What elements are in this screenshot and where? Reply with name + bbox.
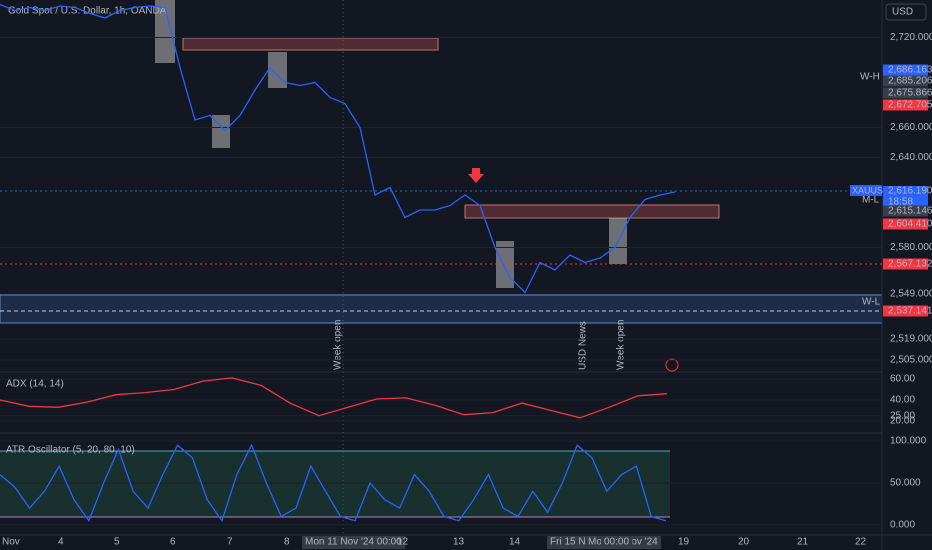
- x-tick-label: 19: [678, 537, 690, 548]
- price-tag: [883, 186, 928, 208]
- y-tick-label: 0.000: [890, 520, 915, 531]
- price-tag-label: 2,685.206: [888, 76, 932, 87]
- y-tick-label: 100.000: [890, 436, 927, 447]
- symbol: XAUUSD: [852, 185, 890, 195]
- y-tick-label: 60.00: [890, 374, 915, 385]
- currency-button[interactable]: [885, 3, 927, 21]
- symbol-tag: [850, 185, 882, 196]
- price-tag: [883, 218, 928, 230]
- price-tag-label: 2,672.705: [888, 100, 932, 111]
- price-tag: [883, 64, 928, 76]
- x-tick-label: Mon 11 Nov '24 00:00: [305, 537, 402, 548]
- x-tick-label: 12: [397, 537, 409, 548]
- y-tick-label: 50.000: [890, 478, 921, 489]
- level-label: W-H: [860, 72, 880, 83]
- y-tick-label: 2,505.000: [890, 355, 932, 366]
- annotation: Week open: [616, 320, 627, 370]
- alert-icon: [665, 358, 679, 372]
- pane-title: ATR Oscillator (5, 20, 80, 10): [6, 445, 135, 456]
- x-tick-label: 21: [797, 537, 809, 548]
- y-tick-label: 2,519.000: [890, 334, 932, 345]
- pane-title: ADX (14, 14): [6, 379, 64, 390]
- series-line: [0, 377, 668, 419]
- atr-band: [0, 451, 670, 517]
- zone: [182, 37, 439, 51]
- level-label: W-L: [862, 297, 881, 308]
- countdown: 18:58: [888, 197, 913, 208]
- x-tick-label: 8: [284, 537, 290, 548]
- price-tag-label: 2,616.190: [888, 186, 932, 197]
- y-tick-label: 2,720.000: [890, 32, 932, 43]
- level-label: M-L: [862, 195, 880, 206]
- price-tag-label: 2,615.146: [888, 206, 932, 217]
- series-line: [0, 3, 676, 294]
- box: [155, 0, 175, 63]
- price-tag: [883, 205, 928, 217]
- x-tick-label: 22: [855, 537, 867, 548]
- y-tick-label: 2,549.000: [890, 289, 932, 300]
- price-tag: [883, 75, 928, 87]
- annotation: USD News: [578, 321, 589, 370]
- price-tag-label: 2,675.866: [888, 88, 932, 99]
- x-tick-label: 13: [453, 537, 465, 548]
- y-tick-label: 2,580.000: [890, 242, 932, 253]
- y-tick-label: 2,640.000: [890, 152, 932, 163]
- y-tick-label: 25.00: [890, 410, 915, 421]
- box: [212, 115, 230, 148]
- price-tag: [883, 87, 928, 99]
- price-tag-label: 2,567.132: [888, 259, 932, 270]
- w-l-zone: [0, 294, 883, 324]
- x-highlight: [601, 536, 633, 549]
- x-tick-label: 6: [170, 537, 176, 548]
- y-tick-label: 20.00: [890, 416, 915, 427]
- y-tick-label: 40.00: [890, 395, 915, 406]
- box: [268, 52, 287, 88]
- x-tick-label: 00:00: [604, 537, 629, 548]
- annotation: Week open: [333, 320, 344, 370]
- x-tick-label: Nov: [2, 537, 20, 548]
- price-tag: [883, 305, 928, 317]
- chart-title: Gold Spot / U.S. Dollar, 1h, OANDA: [8, 6, 167, 17]
- x-tick-label: 14: [509, 537, 521, 548]
- price-tag-label: 2,686.163: [888, 65, 932, 76]
- x-tick-label: 4: [58, 537, 64, 548]
- x-tick-label: 5: [114, 537, 120, 548]
- series-line: [0, 443, 667, 523]
- price-tag-label: 2,604.410: [888, 219, 932, 230]
- zone: [464, 204, 720, 219]
- x-tick-label: Fri 15 Nov: [550, 537, 596, 548]
- price-tag: [883, 258, 928, 270]
- currency[interactable]: USD: [892, 7, 913, 18]
- x-tick-label: 20: [738, 537, 750, 548]
- arrow-marker: [468, 168, 484, 183]
- y-tick-label: 2,660.000: [890, 122, 932, 133]
- x-tick-label: 7: [227, 537, 233, 548]
- price-tag: [883, 99, 928, 111]
- x-highlight: [302, 536, 406, 549]
- price-tag-label: 2,537.141: [888, 306, 932, 317]
